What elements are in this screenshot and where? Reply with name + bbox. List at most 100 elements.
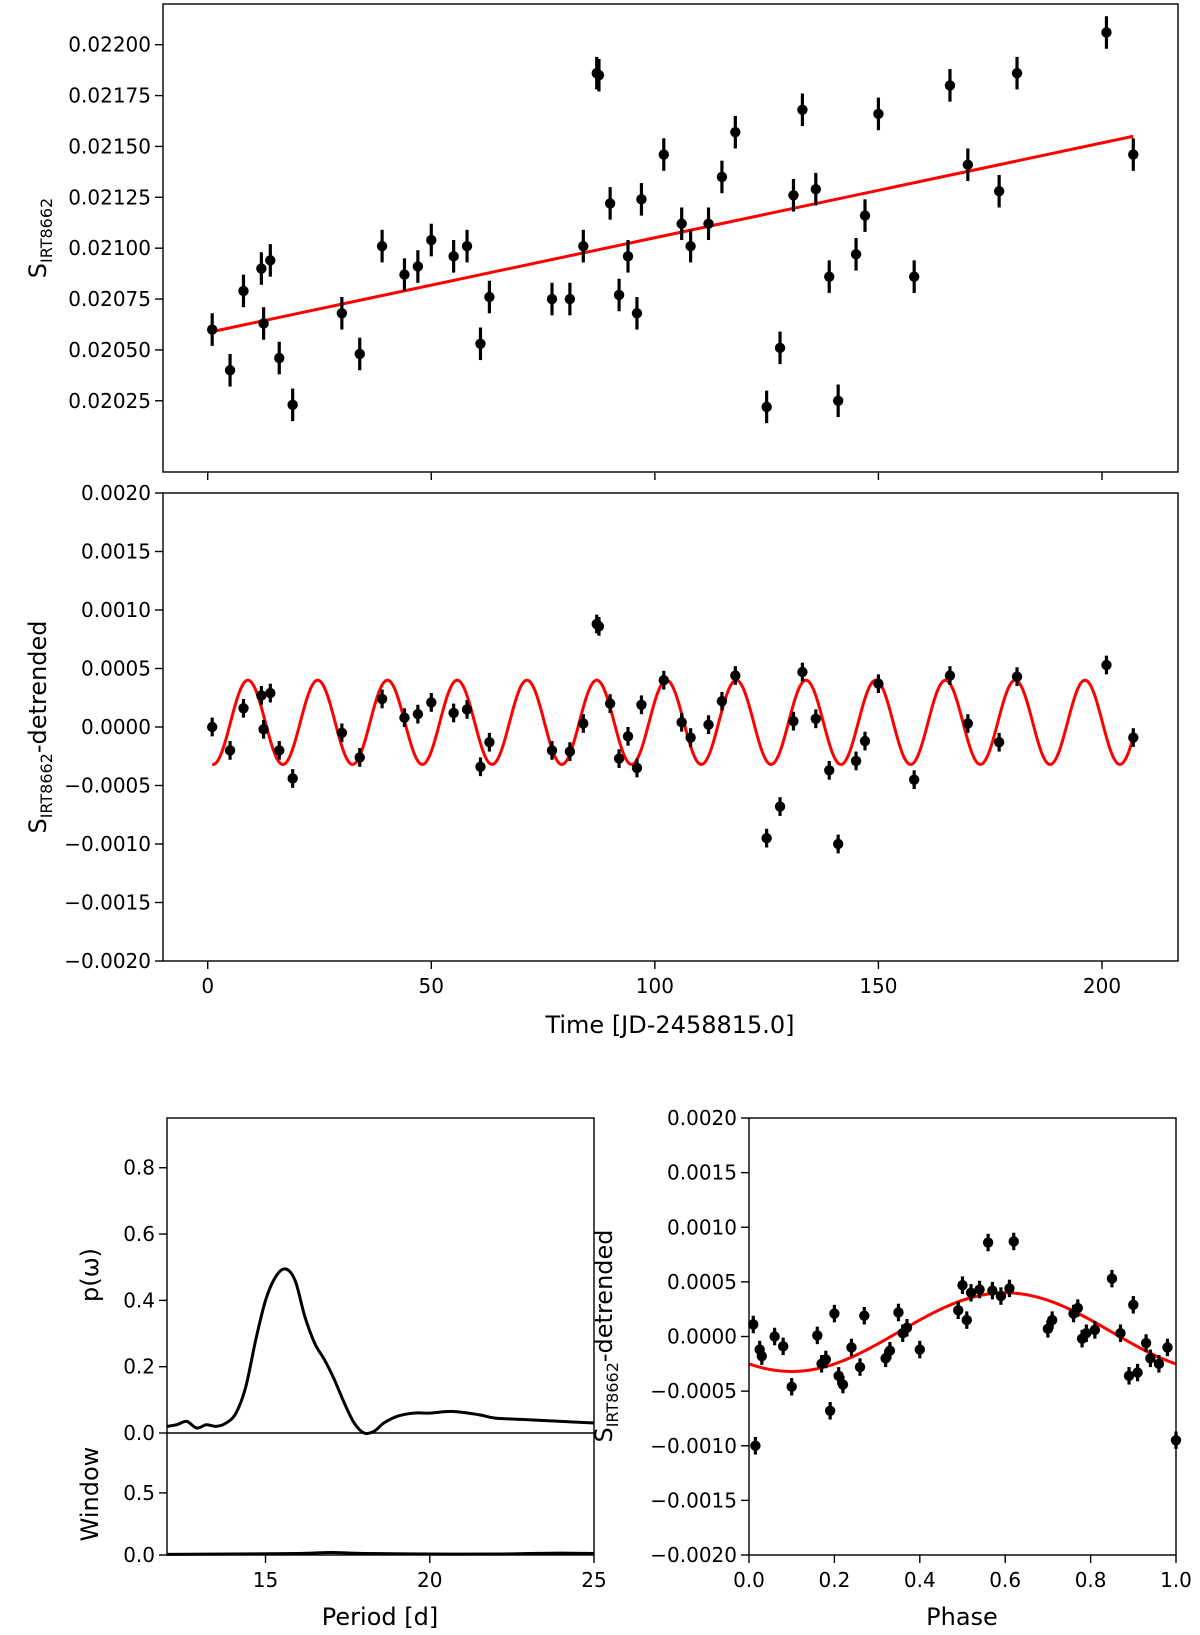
y-tick-label: −0.0020 <box>650 1543 737 1567</box>
data-point <box>850 755 862 767</box>
top-x-ticks <box>207 472 1103 480</box>
data-point <box>756 1350 768 1362</box>
y-tick-label: 0.02150 <box>68 134 151 158</box>
data-point <box>426 234 437 246</box>
y-tick-label: 0.0005 <box>667 1270 737 1294</box>
data-point <box>716 696 728 707</box>
phase-marks <box>748 1232 1182 1455</box>
data-point <box>961 1314 972 1326</box>
data-point <box>854 1361 866 1373</box>
data-point <box>631 762 643 774</box>
data-point <box>837 1379 849 1390</box>
data-point <box>336 308 348 319</box>
y-tick-label: 0.4 <box>123 1288 155 1312</box>
data-point <box>824 1405 836 1416</box>
top-y-ticks: 0.02025 0.02050 0.02075 0.02100 0.02125 0.021… <box>68 33 163 413</box>
data-point <box>829 1308 840 1319</box>
periodogram-x-axis-label: Period [d] <box>322 1603 438 1631</box>
data-point <box>484 737 495 748</box>
y-tick-label: 0.02050 <box>68 338 151 362</box>
data-point <box>777 1341 789 1352</box>
data-point <box>622 731 634 742</box>
x-tick-label: 100 <box>636 974 674 998</box>
data-point <box>658 149 669 160</box>
data-point <box>1106 1273 1118 1284</box>
data-point <box>1162 1342 1173 1353</box>
data-point <box>1008 1236 1019 1247</box>
data-point <box>993 186 1005 197</box>
data-point <box>1011 67 1023 79</box>
middle-x-axis-label: Time [JD-2458815.0] <box>544 1011 794 1039</box>
x-tick-label: 25 <box>581 1568 606 1592</box>
data-point <box>1004 1283 1015 1294</box>
linear-fit-line <box>211 134 1134 334</box>
x-tick-label: 15 <box>253 1568 278 1592</box>
data-point <box>593 70 605 81</box>
data-point <box>908 774 920 785</box>
data-point <box>448 707 459 719</box>
data-point <box>859 210 871 221</box>
data-point <box>376 240 388 252</box>
y-tick-label: −0.0010 <box>64 832 151 856</box>
y-tick-label: 0.0020 <box>81 481 151 505</box>
data-point <box>475 338 486 350</box>
data-point <box>354 348 365 360</box>
y-tick-label: −0.0015 <box>64 891 151 915</box>
data-point <box>962 159 974 170</box>
phase-y-ticks: −0.0020 −0.0015 −0.0010 −0.0005 0.0000 0.0005… <box>650 1106 749 1567</box>
data-point <box>265 255 276 266</box>
data-point <box>658 675 669 686</box>
phase-x-ticks: 0.0 0.2 0.4 0.6 0.8 1.0 <box>733 1555 1192 1592</box>
data-point <box>774 342 786 354</box>
data-point <box>962 718 974 729</box>
data-point <box>274 745 285 756</box>
y-tick-label: 0.02125 <box>68 185 151 209</box>
middle-y-axis-label: SIRT8662-detrended <box>24 620 56 833</box>
data-point <box>908 271 920 282</box>
data-point <box>703 719 714 730</box>
data-point <box>676 717 687 728</box>
data-point <box>1128 732 1139 743</box>
data-point <box>750 1440 761 1451</box>
data-point <box>761 401 772 413</box>
y-tick-label: 0.8 <box>123 1156 155 1180</box>
data-point <box>399 712 410 723</box>
data-point <box>982 1237 994 1248</box>
data-point <box>613 753 625 764</box>
top-frame <box>162 3 1179 473</box>
data-point <box>873 678 884 689</box>
phase-x-axis-label: Phase <box>926 1603 998 1631</box>
data-point <box>426 697 437 708</box>
y-tick-label: 0.0 <box>123 1421 155 1445</box>
data-point <box>873 108 884 120</box>
x-tick-label: 200 <box>1083 974 1121 998</box>
data-point <box>258 318 269 329</box>
data-point <box>546 745 558 756</box>
y-tick-label: 0.0015 <box>81 540 151 564</box>
y-tick-label: 0.0000 <box>667 1325 737 1349</box>
y-tick-label: 0.02075 <box>68 287 151 311</box>
y-tick-label: −0.0005 <box>650 1379 737 1403</box>
data-point <box>788 190 799 201</box>
x-tick-label: 0.2 <box>818 1568 850 1592</box>
top-y-axis-label: SIRT8662 <box>24 198 56 278</box>
y-tick-label: 0.02200 <box>68 33 151 57</box>
data-point <box>613 289 625 301</box>
data-point <box>914 1344 925 1355</box>
data-point <box>1140 1337 1152 1349</box>
data-point <box>716 171 728 183</box>
data-point <box>622 251 634 262</box>
x-tick-label: 20 <box>417 1568 442 1592</box>
data-point <box>564 293 576 305</box>
data-point <box>206 324 218 335</box>
x-tick-label: 0.6 <box>989 1568 1021 1592</box>
periodogram-line <box>166 1267 595 1436</box>
data-point <box>1101 27 1112 38</box>
data-point <box>974 1284 985 1295</box>
data-point <box>1072 1302 1083 1314</box>
data-point <box>1145 1353 1156 1364</box>
y-tick-label: 0.2 <box>123 1355 155 1379</box>
data-point <box>636 699 647 710</box>
data-point <box>238 703 249 714</box>
x-tick-label: 0.4 <box>904 1568 936 1592</box>
